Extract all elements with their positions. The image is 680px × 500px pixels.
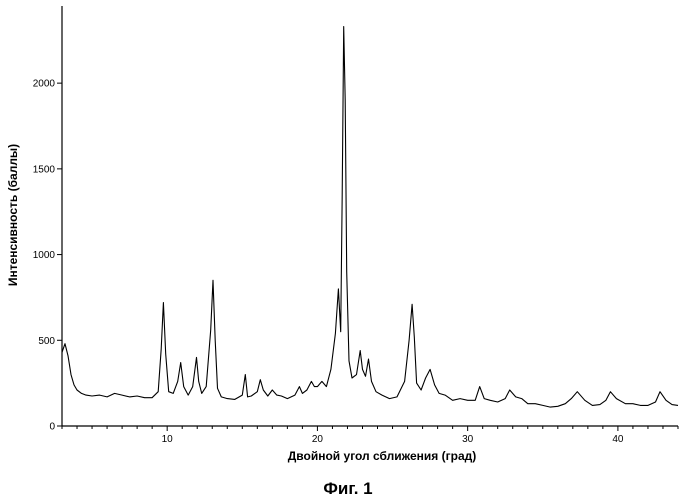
x-tick-label: 20: [312, 434, 324, 445]
x-ticks: 10 20 30 40: [62, 426, 678, 445]
x-tick-label: 30: [462, 434, 474, 445]
diffraction-series-line: [62, 27, 678, 408]
y-tick-label: 500: [38, 336, 55, 347]
plot-area: 0 500 1000 1500 2000 10 20 30 40: [33, 6, 678, 445]
y-tick-label: 0: [49, 422, 55, 433]
y-tick-label: 1000: [33, 250, 56, 261]
x-tick-label: 40: [612, 434, 624, 445]
y-ticks: 0 500 1000 1500 2000: [33, 79, 62, 433]
y-tick-label: 2000: [33, 79, 56, 90]
y-axis-title: Интенсивность (баллы): [6, 144, 20, 286]
x-axis-title: Двойной угол сближения (град): [288, 449, 477, 463]
figure-caption: Фиг. 1: [323, 479, 372, 498]
x-tick-label: 10: [162, 434, 174, 445]
y-tick-label: 1500: [33, 164, 56, 175]
